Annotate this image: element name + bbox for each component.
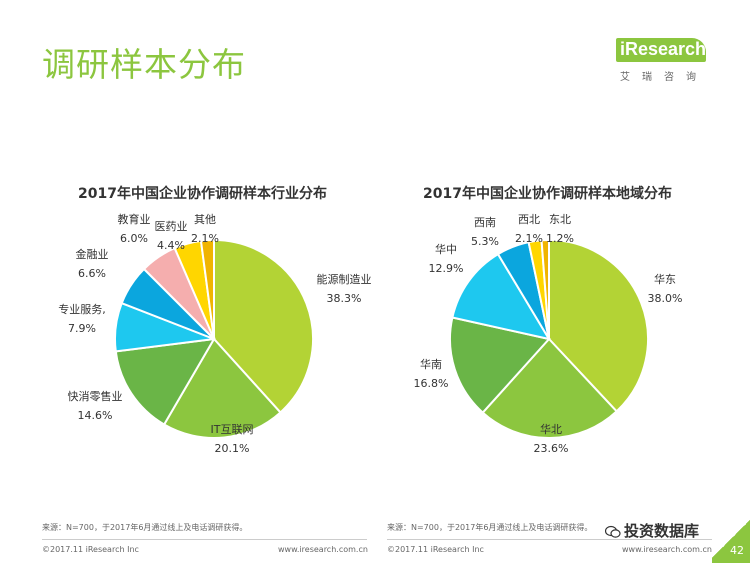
slice-category-label: 西北 — [518, 213, 540, 226]
pie-slice-region-7 — [540, 238, 550, 340]
pie-slice-region-3 — [449, 316, 551, 415]
footer-divider-left — [42, 539, 367, 540]
slice-category-label: 西南 — [474, 216, 496, 229]
page-number: 42 — [730, 544, 744, 557]
slice-value-label: 20.1% — [215, 442, 250, 455]
website-right: www.iresearch.com.cn — [622, 545, 712, 554]
slice-value-label: 4.4% — [157, 239, 185, 252]
slice-category-label: 东北 — [549, 213, 571, 226]
slice-category-label: 快消零售业 — [68, 389, 123, 403]
pie-industry: 能源制造业 38.3% IT互联网 20.1% 快消零售业 14.6% 专业服务, 7.9% 金… — [58, 212, 371, 455]
chart-title-industry: 2017年中国企业协作调研样本行业分布 — [78, 186, 327, 202]
copyright-left: ©2017.11 iResearch Inc — [42, 545, 139, 554]
iresearch-logo: iResearch 艾瑞咨询 — [616, 38, 716, 90]
pie-slice-region-1 — [548, 238, 649, 413]
source-note-left: 来源：N=700，于2017年6月通过线上及电话调研获得。 — [42, 523, 248, 532]
slice-category-label: 华北 — [540, 422, 562, 436]
logo-subtitle: 艾瑞咨询 — [620, 72, 708, 83]
slice-value-label: 12.9% — [429, 262, 464, 275]
logo-text: iResearch — [620, 39, 707, 59]
slice-value-label: 23.6% — [534, 442, 569, 455]
source-note-right: 来源：N=700，于2017年6月通过线上及电话调研获得。 — [387, 523, 593, 532]
slice-category-label: 医药业 — [155, 220, 188, 233]
slice-category-label: 金融业 — [76, 247, 109, 261]
slice-value-label: 5.3% — [471, 235, 499, 248]
pie-slice-region-4 — [451, 252, 552, 341]
slice-category-label: 教育业 — [118, 212, 151, 226]
slice-category-label: 华中 — [435, 242, 457, 256]
slice-value-label: 6.6% — [78, 267, 106, 280]
slice-category-label: 能源制造业 — [317, 272, 372, 286]
corner-accent — [712, 515, 750, 563]
slice-category-label: 华东 — [654, 272, 676, 286]
logo-badge: iResearch — [616, 38, 706, 62]
pie-slice-industry-1 — [213, 238, 314, 414]
slice-category-label: 其他 — [194, 213, 216, 226]
slice-value-label: 1.2% — [546, 232, 574, 245]
slice-value-label: 38.3% — [327, 292, 362, 305]
slice-value-label: 7.9% — [68, 322, 96, 335]
pie-slice-industry-2 — [162, 337, 282, 439]
footer-divider-right — [387, 539, 712, 540]
slice-value-label: 38.0% — [648, 292, 683, 305]
pie-slice-industry-3 — [114, 337, 216, 426]
pie-slice-region-2 — [481, 337, 619, 439]
slice-category-label: IT互联网 — [211, 423, 254, 436]
slice-value-label: 2.1% — [515, 232, 543, 245]
chart-title-region: 2017年中国企业协作调研样本地域分布 — [423, 186, 672, 202]
pie-region: 华东 38.0% 华北 23.6% 华南 16.8% 华中 12.9% 西南 5.3% 西北 2.1%… — [414, 213, 683, 455]
slice-value-label: 14.6% — [78, 409, 113, 422]
page-title: 调研样本分布 — [42, 45, 246, 84]
copyright-right: ©2017.11 iResearch Inc — [387, 545, 484, 554]
wechat-icon — [605, 525, 621, 538]
slice-value-label: 16.8% — [414, 377, 449, 390]
website-left: www.iresearch.com.cn — [278, 545, 368, 554]
slice-value-label: 2.1% — [191, 232, 219, 245]
wechat-account: 投资数据库 — [624, 522, 700, 540]
slice-category-label: 专业服务, — [58, 302, 106, 316]
slice-category-label: 华南 — [420, 357, 442, 371]
pie-slice-industry-8 — [199, 238, 215, 340]
slice-value-label: 6.0% — [120, 232, 148, 245]
wechat-watermark: 投资数据库 — [605, 520, 699, 541]
